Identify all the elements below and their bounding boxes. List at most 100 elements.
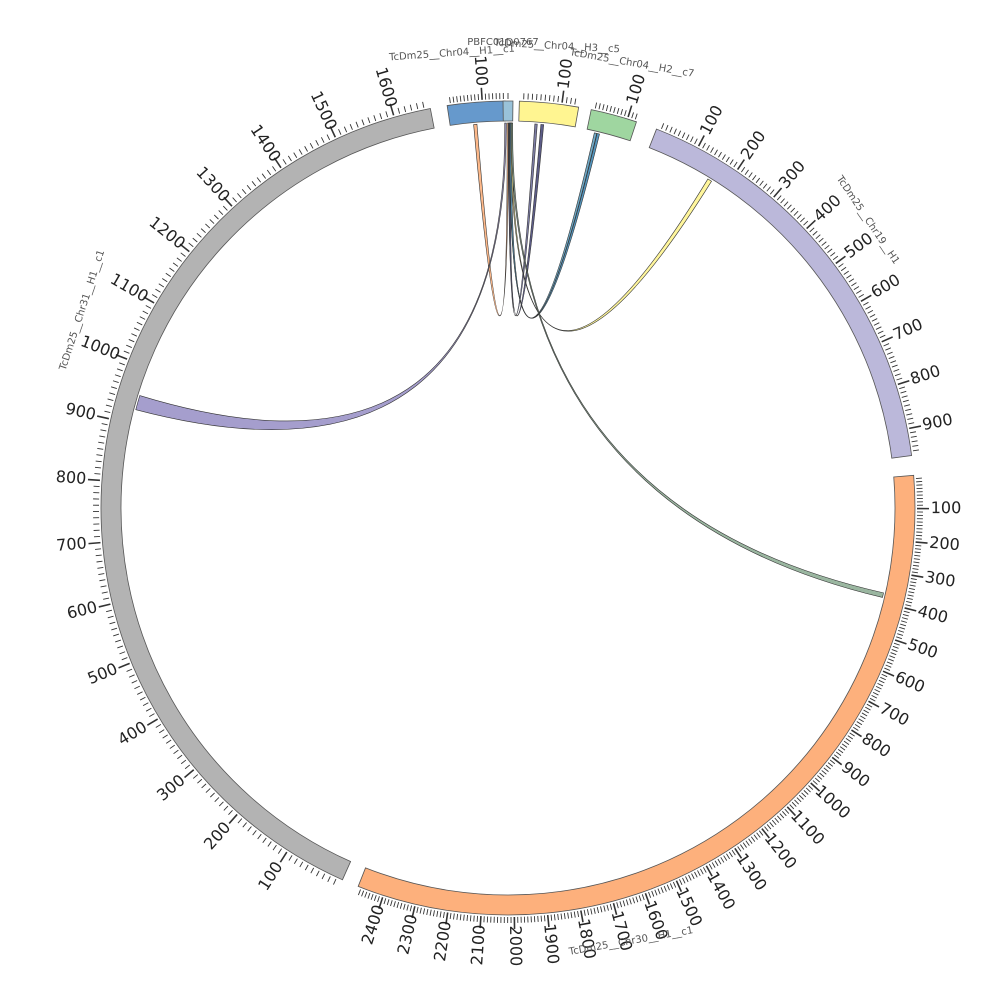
major-tick [89, 543, 101, 544]
minor-tick [842, 744, 847, 747]
minor-tick [915, 545, 921, 546]
minor-tick [566, 97, 567, 103]
minor-tick [703, 143, 706, 148]
minor-tick [450, 913, 451, 919]
minor-tick [682, 878, 685, 883]
minor-tick [427, 909, 428, 915]
minor-tick [910, 582, 916, 583]
minor-tick [664, 886, 666, 892]
minor-tick [554, 914, 555, 920]
minor-tick [606, 105, 607, 111]
minor-tick [642, 894, 644, 900]
minor-tick [695, 872, 698, 877]
minor-tick [794, 211, 798, 215]
minor-tick [115, 640, 121, 642]
minor-tick [258, 834, 262, 839]
minor-tick [119, 652, 125, 654]
minor-tick [865, 707, 870, 710]
minor-tick [433, 910, 434, 916]
minor-tick [880, 335, 885, 337]
tick-label: 1500 [672, 884, 706, 929]
minor-tick [97, 561, 103, 562]
minor-tick [729, 852, 732, 857]
minor-tick [730, 159, 733, 164]
minor-tick [834, 755, 839, 759]
tick-label: 1000 [811, 781, 854, 822]
minor-tick [846, 738, 851, 741]
minor-tick [879, 680, 884, 683]
minor-tick [757, 833, 761, 838]
minor-tick [772, 820, 776, 825]
minor-tick [416, 103, 417, 109]
minor-tick [830, 760, 835, 764]
minor-tick [763, 184, 767, 189]
minor-tick [759, 831, 763, 836]
minor-tick [636, 896, 638, 902]
minor-tick [248, 827, 252, 832]
minor-tick [792, 802, 796, 806]
tick-label: 600 [65, 597, 99, 623]
minor-tick [890, 361, 896, 363]
tick-label: 2200 [430, 920, 455, 963]
minor-tick [887, 352, 893, 354]
tick-label: 800 [858, 729, 894, 762]
minor-tick [853, 727, 858, 730]
minor-tick [554, 96, 555, 102]
minor-tick [410, 905, 411, 911]
minor-tick [283, 159, 286, 164]
minor-tick [855, 724, 860, 727]
minor-tick [268, 842, 271, 847]
major-tick [229, 814, 237, 823]
minor-tick [800, 218, 804, 222]
tick-label: 300 [924, 567, 957, 591]
minor-tick [288, 156, 291, 161]
minor-tick [865, 306, 870, 309]
minor-tick [197, 779, 201, 783]
segment-chr04h1 [447, 101, 505, 125]
minor-tick [575, 99, 576, 105]
minor-tick [189, 243, 194, 247]
minor-tick [202, 784, 206, 788]
minor-tick [457, 96, 458, 102]
minor-tick [614, 107, 616, 113]
minor-tick [322, 874, 325, 879]
tick-label: 100 [554, 57, 577, 90]
minor-tick [146, 708, 151, 711]
minor-tick [851, 283, 856, 286]
minor-tick [470, 915, 471, 921]
minor-tick [824, 768, 829, 772]
minor-tick [891, 653, 897, 655]
minor-tick [868, 310, 873, 313]
minor-tick [140, 317, 145, 320]
minor-tick [857, 722, 862, 725]
minor-tick [430, 910, 431, 916]
minor-tick [915, 549, 921, 550]
minor-tick [380, 113, 382, 119]
minor-tick [113, 634, 119, 636]
minor-tick [899, 387, 905, 389]
minor-tick [420, 908, 421, 914]
minor-tick [907, 418, 913, 419]
minor-tick [252, 181, 256, 186]
tick-label: 800 [55, 467, 87, 488]
minor-tick [374, 895, 376, 901]
minor-tick [804, 221, 808, 225]
tick-label: 1400 [247, 121, 285, 165]
minor-tick [794, 800, 798, 804]
minor-tick [143, 703, 148, 706]
minor-tick [460, 96, 461, 102]
minor-tick [215, 797, 219, 801]
minor-tick [404, 904, 406, 910]
minor-tick [110, 622, 116, 624]
minor-tick [238, 819, 242, 824]
minor-tick [875, 689, 880, 692]
minor-tick [103, 598, 109, 599]
minor-tick [912, 572, 918, 573]
minor-tick [122, 658, 128, 660]
minor-tick [137, 322, 142, 325]
minor-tick [896, 637, 902, 639]
minor-tick [887, 662, 893, 664]
minor-tick [267, 170, 270, 175]
minor-tick [99, 580, 105, 581]
